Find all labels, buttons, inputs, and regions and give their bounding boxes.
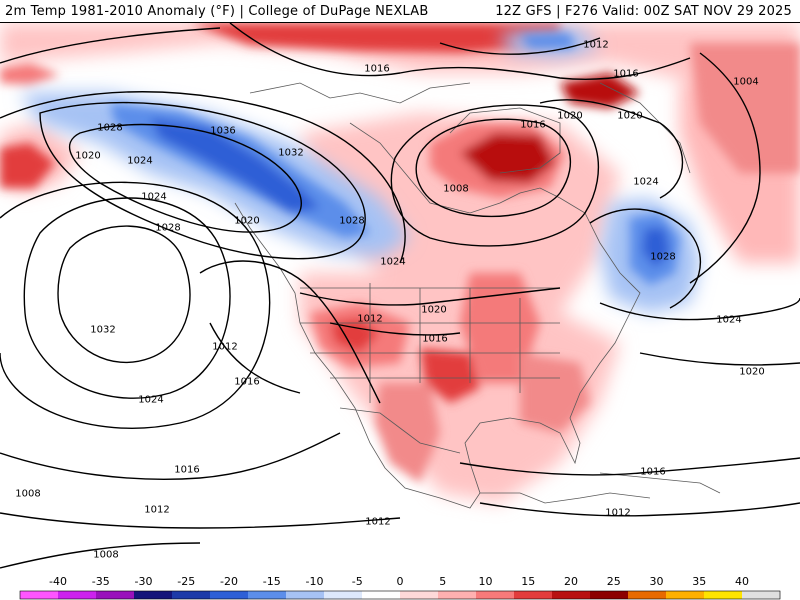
colorbar-swatch bbox=[476, 591, 515, 599]
isobar-label: 1024 bbox=[716, 315, 741, 326]
isobar-label: 1032 bbox=[278, 148, 303, 159]
anomaly-colorbar: -40 -35 -30 -25 -20 -15 -10 -5 0 5 10 15 20 25 30 35 40 bbox=[19, 575, 781, 600]
colorbar-tick-label: 0 bbox=[397, 575, 404, 588]
isobar-label: 1020 bbox=[739, 367, 764, 378]
colorbar-swatch bbox=[286, 591, 325, 599]
isobar-label: 1020 bbox=[557, 111, 582, 122]
colorbar-swatches bbox=[19, 590, 781, 600]
colorbar-swatch bbox=[514, 591, 553, 599]
colorbar-swatch bbox=[628, 591, 667, 599]
isobar-label: 1016 bbox=[640, 467, 665, 478]
isobar-label: 1024 bbox=[141, 192, 166, 203]
isobar-label: 1024 bbox=[633, 177, 658, 188]
isobar-label: 1020 bbox=[75, 151, 100, 162]
colorbar-swatch bbox=[590, 591, 629, 599]
colorbar-swatch bbox=[438, 591, 477, 599]
colorbar-swatch bbox=[324, 591, 363, 599]
colorbar-tick-label: -40 bbox=[49, 575, 67, 588]
isobar-label: 1016 bbox=[364, 64, 389, 75]
anomaly-map: 1012 1016 1016 1004 1020 1020 1016 1028 1036 1020… bbox=[0, 23, 800, 573]
colorbar-tick-label: 15 bbox=[521, 575, 535, 588]
colorbar-tick-label: 5 bbox=[439, 575, 446, 588]
isobar-label: 1028 bbox=[650, 252, 675, 263]
isobar-label: 1028 bbox=[155, 223, 180, 234]
isobar-label: 1024 bbox=[138, 395, 163, 406]
isobar-label: 1012 bbox=[357, 314, 382, 325]
colorbar-tick-label: 10 bbox=[479, 575, 493, 588]
colorbar-swatch bbox=[20, 591, 59, 599]
isobar-label: 1008 bbox=[443, 184, 468, 195]
colorbar-ticks: -40 -35 -30 -25 -20 -15 -10 -5 0 5 10 15 20 25 30 35 40 bbox=[49, 575, 749, 588]
isobar-label: 1004 bbox=[733, 77, 758, 88]
colorbar-tick-label: -20 bbox=[220, 575, 238, 588]
colorbar-tick-label: 25 bbox=[607, 575, 621, 588]
isobar-label: 1020 bbox=[617, 111, 642, 122]
isobar-label: 1028 bbox=[339, 216, 364, 227]
colorbar-swatch bbox=[96, 591, 135, 599]
colorbar-swatch bbox=[362, 591, 401, 599]
colorbar-tick-label: 30 bbox=[650, 575, 664, 588]
colorbar-swatch bbox=[210, 591, 249, 599]
colorbar-swatch bbox=[704, 591, 743, 599]
isobar-label: 1012 bbox=[212, 342, 237, 353]
isobar-label: 1028 bbox=[97, 123, 122, 134]
colorbar-swatch bbox=[666, 591, 705, 599]
header-bar: 2m Temp 1981-2010 Anomaly (°F) | College… bbox=[0, 0, 800, 23]
isobar-label: 1016 bbox=[234, 377, 259, 388]
colorbar-tick-label: 35 bbox=[692, 575, 706, 588]
colorbar-swatch bbox=[552, 591, 591, 599]
isobar-label: 1012 bbox=[365, 517, 390, 528]
isobar-label: 1008 bbox=[93, 550, 118, 561]
map-title: 2m Temp 1981-2010 Anomaly (°F) | College… bbox=[5, 4, 429, 19]
colorbar-swatch bbox=[400, 591, 439, 599]
colorbar-tick-label: 40 bbox=[735, 575, 749, 588]
isobar-label: 1012 bbox=[144, 505, 169, 516]
colorbar-frame bbox=[19, 590, 781, 600]
colorbar-swatch bbox=[172, 591, 211, 599]
isobar-label: 1016 bbox=[613, 69, 638, 80]
isobar-label: 1008 bbox=[15, 489, 40, 500]
isobar-label: 1012 bbox=[583, 40, 608, 51]
colorbar-tick-label: 20 bbox=[564, 575, 578, 588]
colorbar-tick-label: -35 bbox=[92, 575, 110, 588]
isobar-label: 1024 bbox=[127, 156, 152, 167]
isobar-label: 1016 bbox=[520, 120, 545, 131]
colorbar-tick-label: -5 bbox=[352, 575, 363, 588]
isobar-label: 1020 bbox=[234, 216, 259, 227]
isobar-label: 1036 bbox=[210, 126, 235, 137]
isobar-label: 1016 bbox=[422, 334, 447, 345]
colorbar-swatch bbox=[248, 591, 287, 599]
colorbar-tick-label: -10 bbox=[306, 575, 324, 588]
isobar-lines bbox=[0, 23, 800, 569]
isobar-label: 1012 bbox=[605, 508, 630, 519]
model-run-info: 12Z GFS | F276 Valid: 00Z SAT NOV 29 202… bbox=[495, 4, 792, 19]
isobar-label: 1024 bbox=[380, 257, 405, 268]
colorbar-tick-label: -25 bbox=[177, 575, 195, 588]
isobar-label: 1016 bbox=[174, 465, 199, 476]
isobar-label: 1032 bbox=[90, 325, 115, 336]
colorbar-tick-label: -15 bbox=[263, 575, 281, 588]
colorbar-swatch bbox=[742, 591, 781, 599]
isobar-labels: 1012 1016 1016 1004 1020 1020 1016 1028 1036 1020… bbox=[15, 40, 764, 561]
colorbar-tick-label: -30 bbox=[135, 575, 153, 588]
colorbar-swatch bbox=[58, 591, 97, 599]
isobar-label: 1020 bbox=[421, 305, 446, 316]
colorbar-swatch bbox=[134, 591, 173, 599]
